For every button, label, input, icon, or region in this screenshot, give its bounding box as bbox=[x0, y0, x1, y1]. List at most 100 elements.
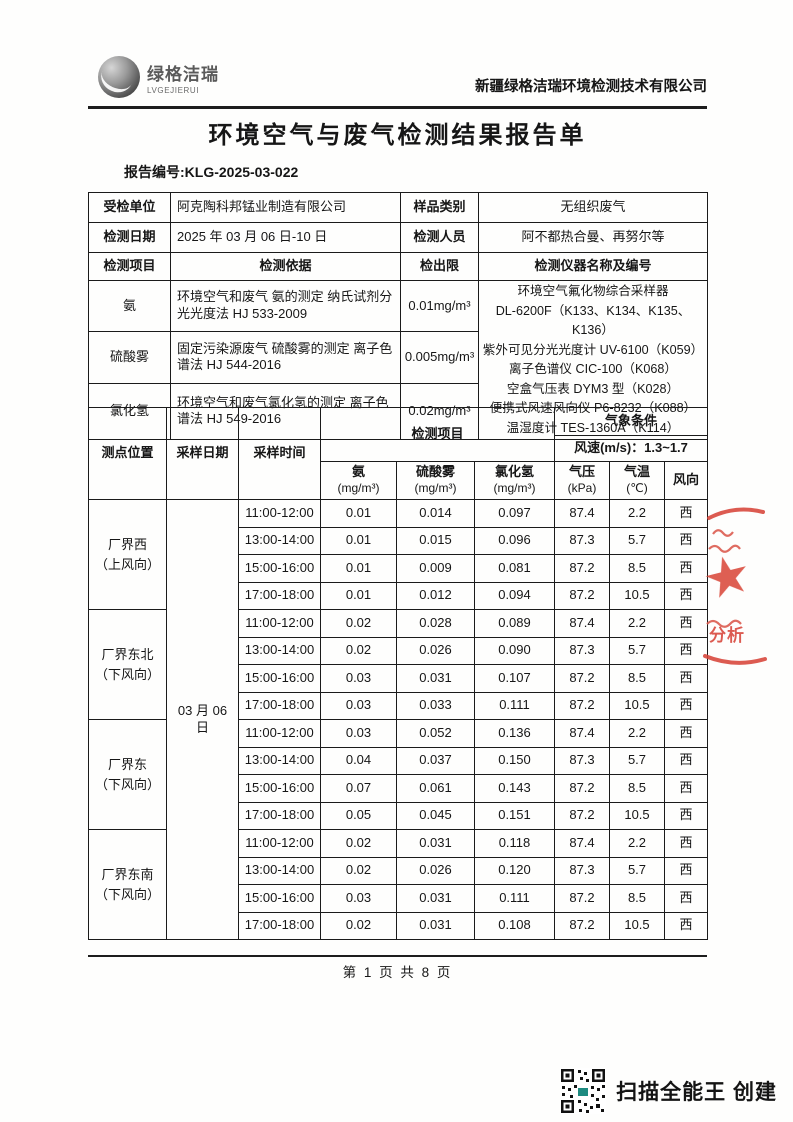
value-nh3: 0.04 bbox=[320, 746, 397, 775]
result-row: 13:00-14:00 0.01 0.015 0.096 87.3 5.7 西 bbox=[89, 526, 708, 555]
value-hcl: 0.108 bbox=[474, 911, 555, 940]
value-wind-dir: 西 bbox=[664, 664, 708, 693]
header-sulfuric-mist: 硫酸雾 (mg/m³) bbox=[396, 461, 475, 500]
table-row: 检测项目 检测依据 检出限 检测仪器名称及编号 bbox=[88, 252, 708, 281]
value-wind-dir: 西 bbox=[664, 746, 708, 775]
value-temp: 10.5 bbox=[609, 581, 665, 610]
value-temp: 5.7 bbox=[609, 636, 665, 665]
table-row: 受检单位 阿克陶科邦锰业制造有限公司 样品类别 无组织废气 bbox=[88, 192, 708, 223]
value-temp: 10.5 bbox=[609, 691, 665, 720]
results-header-row: 氨 (mg/m³) 硫酸雾 (mg/m³) 氯化氢 (mg/m³) 气压 (kPa) 气… bbox=[89, 461, 708, 500]
value-pressure: 87.2 bbox=[554, 801, 610, 830]
value-pressure: 87.3 bbox=[554, 856, 610, 885]
value-nh3: 0.03 bbox=[320, 884, 397, 913]
value-nh3: 0.02 bbox=[320, 911, 397, 940]
logo-globe-icon bbox=[98, 56, 140, 98]
header-wind-direction: 风向 bbox=[664, 461, 708, 500]
value-nh3: 0.01 bbox=[320, 554, 397, 583]
value-pressure: 87.4 bbox=[554, 609, 610, 638]
value-temp: 2.2 bbox=[609, 609, 665, 638]
scanner-credit-text: 扫描全能王 创建 bbox=[616, 1081, 777, 1104]
sample-time: 17:00-18:00 bbox=[238, 691, 321, 720]
value-hcl: 0.107 bbox=[474, 664, 555, 693]
sample-time: 17:00-18:00 bbox=[238, 911, 321, 940]
result-row: 厂界西 （上风向） 03 月 06 日 11:00-12:00 0.01 0.01… bbox=[88, 499, 708, 940]
value-wind-dir: 西 bbox=[664, 691, 708, 720]
value-hcl: 0.081 bbox=[474, 554, 555, 583]
sample-time: 17:00-18:00 bbox=[238, 801, 321, 830]
value-wind-dir: 西 bbox=[664, 609, 708, 638]
label-sample-type: 样品类别 bbox=[400, 192, 479, 223]
value-wind-dir: 西 bbox=[664, 774, 708, 803]
header-location: 测点位置 bbox=[88, 407, 167, 500]
instrument-line: DL-6200F（K133、K134、K135、K136） bbox=[495, 303, 691, 338]
official-stamp: ★ 分析 bbox=[695, 502, 777, 668]
value-nh3: 0.03 bbox=[320, 691, 397, 720]
header-divider bbox=[88, 106, 707, 109]
value-hcl: 0.151 bbox=[474, 801, 555, 830]
method-basis: 环境空气和废气 氨的测定 纳氏试剂分光光度法 HJ 533-2009 bbox=[170, 279, 401, 333]
value-pressure: 87.3 bbox=[554, 636, 610, 665]
label-test-personnel: 检测人员 bbox=[400, 222, 479, 253]
method-basis: 固定污染源废气 硫酸雾的测定 离子色谱法 HJ 544-2016 bbox=[170, 331, 401, 384]
result-row: 15:00-16:00 0.03 0.031 0.107 87.2 8.5 西 bbox=[89, 664, 708, 693]
label-inspected-unit: 受检单位 bbox=[88, 192, 171, 223]
qr-code-icon bbox=[560, 1068, 607, 1114]
value-hcl: 0.118 bbox=[474, 829, 555, 858]
value-so4: 0.028 bbox=[396, 609, 475, 638]
value-so4: 0.031 bbox=[396, 664, 475, 693]
sample-time: 13:00-14:00 bbox=[238, 856, 321, 885]
value-temp: 10.5 bbox=[609, 801, 665, 830]
instrument-line: 离子色谱仪 CIC-100（K068） bbox=[509, 362, 677, 377]
value-temp: 5.7 bbox=[609, 746, 665, 775]
logo-text: 绿格洁瑞 LVGEJIERUI bbox=[147, 60, 219, 95]
result-row: 15:00-16:00 0.07 0.061 0.143 87.2 8.5 西 bbox=[89, 774, 708, 803]
result-row: 厂界东 （下风向） 11:00-12:00 0.03 0.052 0.136 87… bbox=[88, 719, 708, 830]
value-so4: 0.033 bbox=[396, 691, 475, 720]
value-so4: 0.031 bbox=[396, 829, 475, 858]
value-temp: 8.5 bbox=[609, 774, 665, 803]
value-temp: 2.2 bbox=[609, 499, 665, 528]
location-cell: 厂界东北 （下风向） bbox=[88, 609, 167, 720]
value-hcl: 0.143 bbox=[474, 774, 555, 803]
value-nh3: 0.07 bbox=[320, 774, 397, 803]
value-wind-dir: 西 bbox=[664, 526, 708, 555]
value-so4: 0.061 bbox=[396, 774, 475, 803]
stamp-text: 分析 bbox=[709, 626, 745, 645]
company-name: 新疆绿格洁瑞环境检测技术有限公司 bbox=[475, 79, 707, 95]
header-sample-time: 采样时间 bbox=[238, 407, 321, 500]
sample-time: 15:00-16:00 bbox=[238, 774, 321, 803]
page-title: 环境空气与废气检测结果报告单 bbox=[208, 122, 587, 149]
value-so4: 0.015 bbox=[396, 526, 475, 555]
table-row: 氨 环境空气和废气 氨的测定 纳氏试剂分光光度法 HJ 533-2009 0.0… bbox=[88, 279, 708, 441]
value-wind-dir: 西 bbox=[664, 829, 708, 858]
report-number: 报告编号:KLG-2025-03-022 bbox=[124, 164, 299, 180]
value-so4: 0.031 bbox=[396, 884, 475, 913]
page-header: 绿格洁瑞 LVGEJIERUI 新疆绿格洁瑞环境检测技术有限公司 bbox=[98, 56, 707, 98]
method-limit: 0.01mg/m³ bbox=[400, 279, 479, 333]
page-number: 第 1 页 共 8 页 bbox=[342, 965, 453, 980]
stamp-arcs-decoration bbox=[703, 507, 767, 665]
header-test-items: 检测项目 bbox=[320, 407, 555, 462]
result-row: 15:00-16:00 0.03 0.031 0.111 87.2 8.5 西 bbox=[89, 884, 708, 913]
label-test-date: 检测日期 bbox=[88, 222, 171, 253]
value-pressure: 87.4 bbox=[554, 499, 610, 528]
value-so4: 0.052 bbox=[396, 719, 475, 748]
value-pressure: 87.2 bbox=[554, 884, 610, 913]
scanner-watermark: 扫描全能王 创建 bbox=[560, 1068, 777, 1114]
header-temperature: 气温 (℃) bbox=[609, 461, 665, 500]
result-row: 17:00-18:00 0.05 0.045 0.151 87.2 10.5 西 bbox=[89, 801, 708, 830]
result-row: 15:00-16:00 0.01 0.009 0.081 87.2 8.5 西 bbox=[89, 554, 708, 583]
header-test-basis: 检测依据 bbox=[170, 252, 401, 281]
value-wind-dir: 西 bbox=[664, 719, 708, 748]
result-row: 17:00-18:00 0.02 0.031 0.108 87.2 10.5 西 bbox=[89, 911, 708, 940]
location-cell: 厂界西 （上风向） bbox=[88, 499, 167, 610]
value-inspected-unit: 阿克陶科邦锰业制造有限公司 bbox=[170, 192, 401, 223]
logo-brand-en: LVGEJIERUI bbox=[147, 85, 200, 95]
result-row: 厂界东南 （下风向） 11:00-12:00 0.02 0.031 0.118 8… bbox=[88, 829, 708, 940]
value-hcl: 0.096 bbox=[474, 526, 555, 555]
results-header-row: 测点位置 采样日期 采样时间 检测项目 气象条件 bbox=[88, 407, 708, 500]
value-hcl: 0.120 bbox=[474, 856, 555, 885]
value-pressure: 87.2 bbox=[554, 691, 610, 720]
